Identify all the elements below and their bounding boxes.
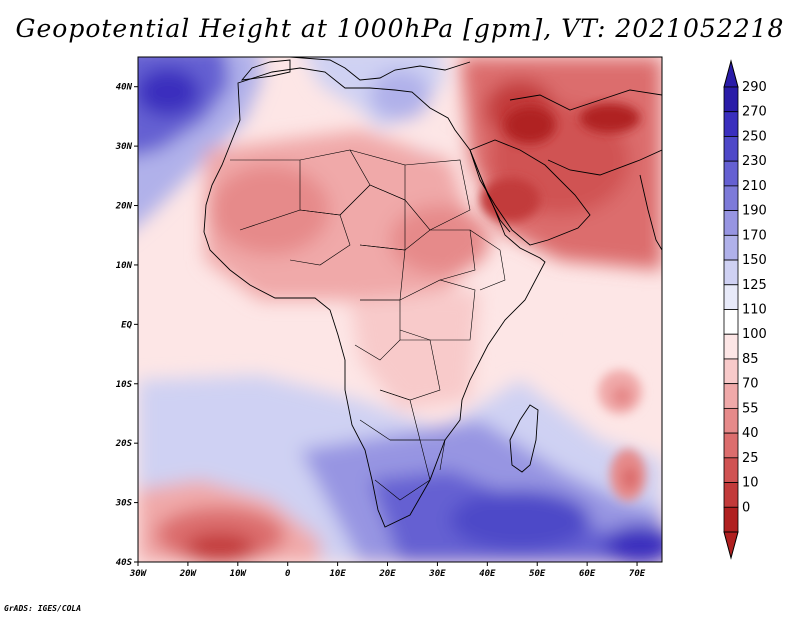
iberia (240, 59, 291, 81)
colorbar-swatch (723, 111, 739, 137)
colorbar-swatch (723, 160, 739, 187)
x-tick-label: 70E (629, 569, 646, 579)
colorbar-label: 55 (742, 401, 759, 416)
x-tick-label: 30W (129, 569, 148, 579)
colorbar-swatch (723, 185, 739, 212)
colorbar-label: 10 (742, 476, 759, 491)
coastlines (203, 57, 662, 528)
y-tick-label: 20S (115, 439, 133, 449)
x-tick-label: 60E (579, 569, 596, 579)
geopotential-field (138, 57, 662, 562)
colorbar-label: 170 (742, 228, 767, 243)
x-tick-label: 20W (179, 569, 198, 579)
colorbar-swatch (723, 234, 739, 261)
colorbar-swatch (723, 259, 739, 286)
x-tick-label: 20E (378, 569, 396, 579)
colorbar-swatch (723, 457, 739, 483)
y-tick-label: 40N (116, 83, 133, 93)
x-tick-label: 40E (479, 569, 496, 579)
colorbar-max-arrow (723, 59, 739, 88)
colorbar-label: 270 (742, 105, 767, 120)
colorbar-swatch (723, 210, 739, 236)
y-tick-label: 30N (115, 142, 133, 152)
x-tick-label: 10W (230, 569, 248, 579)
colorbar-swatch (723, 482, 739, 508)
colorbar-swatch (723, 333, 739, 360)
colorbar-swatch (723, 383, 739, 409)
colorbar-label: 190 (742, 204, 767, 219)
x-tick-label: 50E (529, 569, 546, 579)
colorbar-label: 25 (742, 451, 759, 466)
arabian-peninsula (469, 139, 591, 246)
colorbar-swatch (723, 136, 739, 162)
colorbar-label: 250 (742, 129, 767, 144)
y-tick-label: 40S (116, 558, 133, 568)
y-tick-label: 10N (116, 261, 133, 271)
colorbar-label: 210 (742, 179, 767, 194)
colorbar-label: 0 (742, 500, 750, 515)
colorbar-swatch (723, 407, 739, 434)
colorbar-label: 230 (742, 154, 767, 169)
colorbar-label: 100 (742, 327, 767, 342)
colorbar-swatch (723, 86, 739, 113)
y-tick-label: EQ (121, 320, 132, 330)
map-frame (137, 56, 663, 563)
x-tick-label: 30E (428, 569, 446, 579)
colorbar-label: 125 (742, 278, 767, 293)
colorbar-swatch (723, 506, 739, 533)
x-axis: 30W 20W 10W 0 10E 20E 30E 40E 50E 60E 70E (129, 562, 646, 579)
chart-title: Geopotential Height at 1000hPa [gpm], VT… (15, 14, 785, 43)
y-axis: 40S 30S 20S 10S EQ 10N 20N 30N 40N (115, 83, 138, 568)
colorbar: 2902702502302101901701501251101008570554… (723, 59, 767, 560)
colorbar-label: 290 (742, 80, 767, 95)
x-tick-label: 10E (329, 569, 346, 579)
madagascar (509, 404, 539, 473)
colorbar-label: 85 (742, 352, 759, 367)
colorbar-swatch (723, 309, 739, 335)
colorbar-min-arrow (723, 531, 739, 560)
colorbar-label: 150 (742, 253, 767, 268)
y-tick-label: 30S (115, 499, 133, 509)
grads-credit: GrADS: IGES/COLA (4, 604, 82, 613)
y-tick-label: 20N (115, 202, 133, 212)
colorbar-swatch (723, 358, 739, 385)
europe-south (289, 57, 471, 81)
colorbar-label: 40 (742, 426, 759, 441)
colorbar-label: 70 (742, 377, 759, 392)
x-tick-label: 0 (285, 569, 291, 579)
colorbar-label: 110 (742, 303, 767, 318)
y-tick-label: 10S (116, 380, 133, 390)
country-borders (230, 149, 506, 501)
africa-coastline (203, 67, 546, 528)
colorbar-swatch (723, 284, 739, 310)
colorbar-swatch (723, 432, 739, 459)
